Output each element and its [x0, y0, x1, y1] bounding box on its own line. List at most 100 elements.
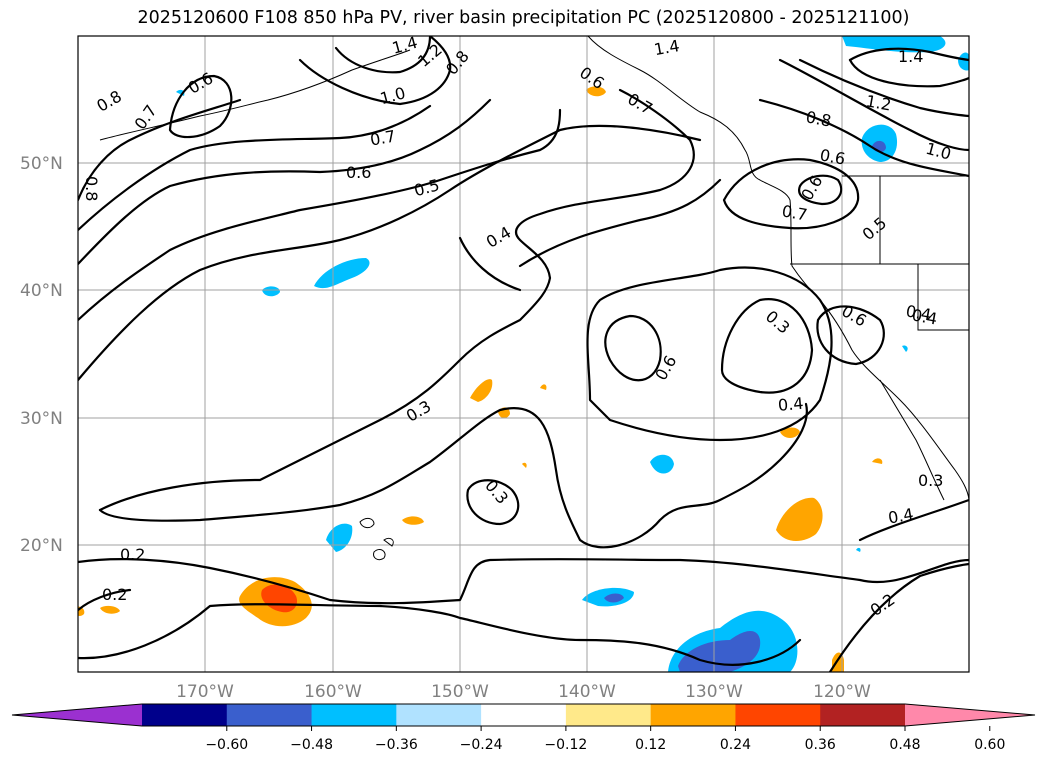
colorbar-segment — [481, 704, 567, 726]
precip-positive-area — [586, 86, 606, 97]
precip-negative-core — [604, 593, 624, 603]
precip-positive-area — [402, 516, 424, 525]
longitude-labels: 170°W 160°W 150°W 140°W 130°W 120°W — [176, 682, 871, 702]
precip-positive-area — [100, 605, 120, 614]
pv-contour-1.0 — [778, 58, 969, 152]
contour-label: 0.8 — [82, 176, 101, 201]
precip-positive-area — [872, 458, 883, 464]
colorbar-tick-label: 0.12 — [635, 737, 666, 753]
colorbar-segment — [396, 704, 482, 726]
contour-label: 0.8 — [804, 107, 832, 130]
contour-label: 1.4 — [390, 33, 420, 58]
precip-positive-area — [776, 497, 823, 541]
alaska-coast — [99, 49, 411, 141]
pv-contour-0.2 — [78, 558, 969, 605]
pv-contour-layer — [78, 36, 969, 672]
colorbar-segment — [735, 704, 821, 726]
pv-contour-0.4 — [78, 124, 702, 382]
contour-label: 0.7 — [369, 126, 397, 149]
precip-negative-area — [842, 36, 946, 53]
hawaii-island — [373, 549, 386, 561]
contour-label: 0.4 — [904, 301, 932, 324]
pv-contour-0.6 — [604, 314, 662, 382]
pv-contour-0.2 — [828, 562, 969, 672]
pv-contour-1.4 — [848, 47, 969, 62]
pv-contour-0.5 — [78, 108, 562, 322]
colorbar-extend-max — [905, 704, 1035, 726]
pv-contour-0.6 — [78, 98, 492, 266]
pv-contour-0.8 — [78, 98, 242, 202]
contour-label: 0.6 — [346, 163, 371, 182]
lat-label-50n: 50°N — [20, 154, 63, 174]
precip-negative-area — [958, 52, 969, 71]
pv-contour-1.0 — [298, 36, 452, 106]
contour-label: 0.6 — [818, 145, 846, 168]
precip-negative-area — [262, 286, 280, 297]
precip-positive-area — [470, 379, 493, 402]
pv-contour-0.3 — [98, 402, 808, 549]
contour-label: 0.3 — [918, 471, 943, 490]
colorbar-tick-label: −0.60 — [205, 737, 248, 753]
precip-positive-area — [540, 384, 547, 390]
lat-label-20n: 20°N — [20, 536, 63, 556]
colorbar-tick-label: −0.12 — [544, 737, 587, 753]
contour-label: 0.4 — [910, 305, 938, 328]
contour-label: 1.2 — [864, 91, 892, 114]
precip-negative-area — [650, 454, 674, 474]
latitude-labels: 50°N 40°N 30°N 20°N — [20, 154, 63, 556]
baja-coast — [879, 379, 945, 501]
pv-contour-1.4 — [848, 58, 969, 88]
contour-label: 1.4 — [898, 47, 923, 66]
pv-contour-0.7 — [78, 104, 432, 232]
pv-contour-0.8 — [798, 174, 843, 206]
colorbar-outline — [11, 703, 1036, 727]
colorbar-segment — [650, 704, 736, 726]
contour-label: 0.4 — [887, 504, 915, 527]
colorbar-extend-min — [12, 704, 142, 726]
contour-label: 1.4 — [653, 36, 681, 59]
pv-contour-0.3 — [98, 88, 695, 512]
colorbar-tick-label: −0.48 — [290, 737, 333, 753]
pv-contour-1.2 — [798, 58, 969, 118]
precip-negative-core — [678, 631, 761, 672]
lat-label-40n: 40°N — [20, 281, 63, 301]
lon-label-150w: 150°W — [431, 682, 489, 702]
lon-label-170w: 170°W — [176, 682, 234, 702]
state-border — [917, 264, 969, 331]
colorbar-segment — [565, 704, 652, 726]
contour-label: 0.2 — [102, 585, 127, 604]
lat-label-30n: 30°N — [20, 409, 63, 429]
colorbar-tick-label: 0.24 — [720, 737, 751, 753]
lon-label-140w: 140°W — [558, 682, 616, 702]
lon-label-160w: 160°W — [304, 682, 362, 702]
hawaii-island — [383, 537, 394, 547]
pv-contour-0.2 — [78, 588, 132, 612]
pv-contour-0.4 — [858, 498, 969, 542]
pv-contour-0.6 — [168, 74, 233, 139]
precip-negative-area — [314, 258, 370, 289]
precip-positive-area — [522, 462, 527, 468]
colorbar-segment — [142, 704, 228, 726]
colorbar-tick-label: −0.24 — [460, 737, 503, 753]
pv-contour-0.3 — [720, 298, 814, 394]
contour-label: 0.2 — [120, 545, 145, 564]
precip-negative-area — [902, 345, 908, 352]
contour-label: 0.4 — [777, 394, 804, 415]
colorbar-tick-label: 0.36 — [805, 737, 836, 753]
pv-contour-0.4 — [586, 266, 833, 442]
graticule — [78, 36, 969, 672]
colorbar-tick-label: 0.48 — [889, 737, 920, 753]
pv-contour-0.3 — [458, 236, 522, 292]
colorbar-segment — [311, 704, 397, 726]
colorbar: −0.60 −0.48 −0.36 −0.24 −0.12 0.12 0.24 0.36 0.4… — [11, 703, 1036, 753]
coastline-layer — [99, 36, 969, 561]
map-border — [77, 35, 970, 673]
pv-contour-0.3 — [466, 479, 520, 526]
precip-negative-area — [856, 547, 861, 552]
pv-contour-0.8 — [758, 98, 969, 178]
pv-contour-0.6 — [816, 305, 885, 366]
map-title: 2025120600 F108 850 hPa PV, river basin … — [137, 8, 910, 28]
pv-contour-1.2 — [334, 36, 432, 74]
pv-contour-0.5 — [518, 178, 722, 268]
